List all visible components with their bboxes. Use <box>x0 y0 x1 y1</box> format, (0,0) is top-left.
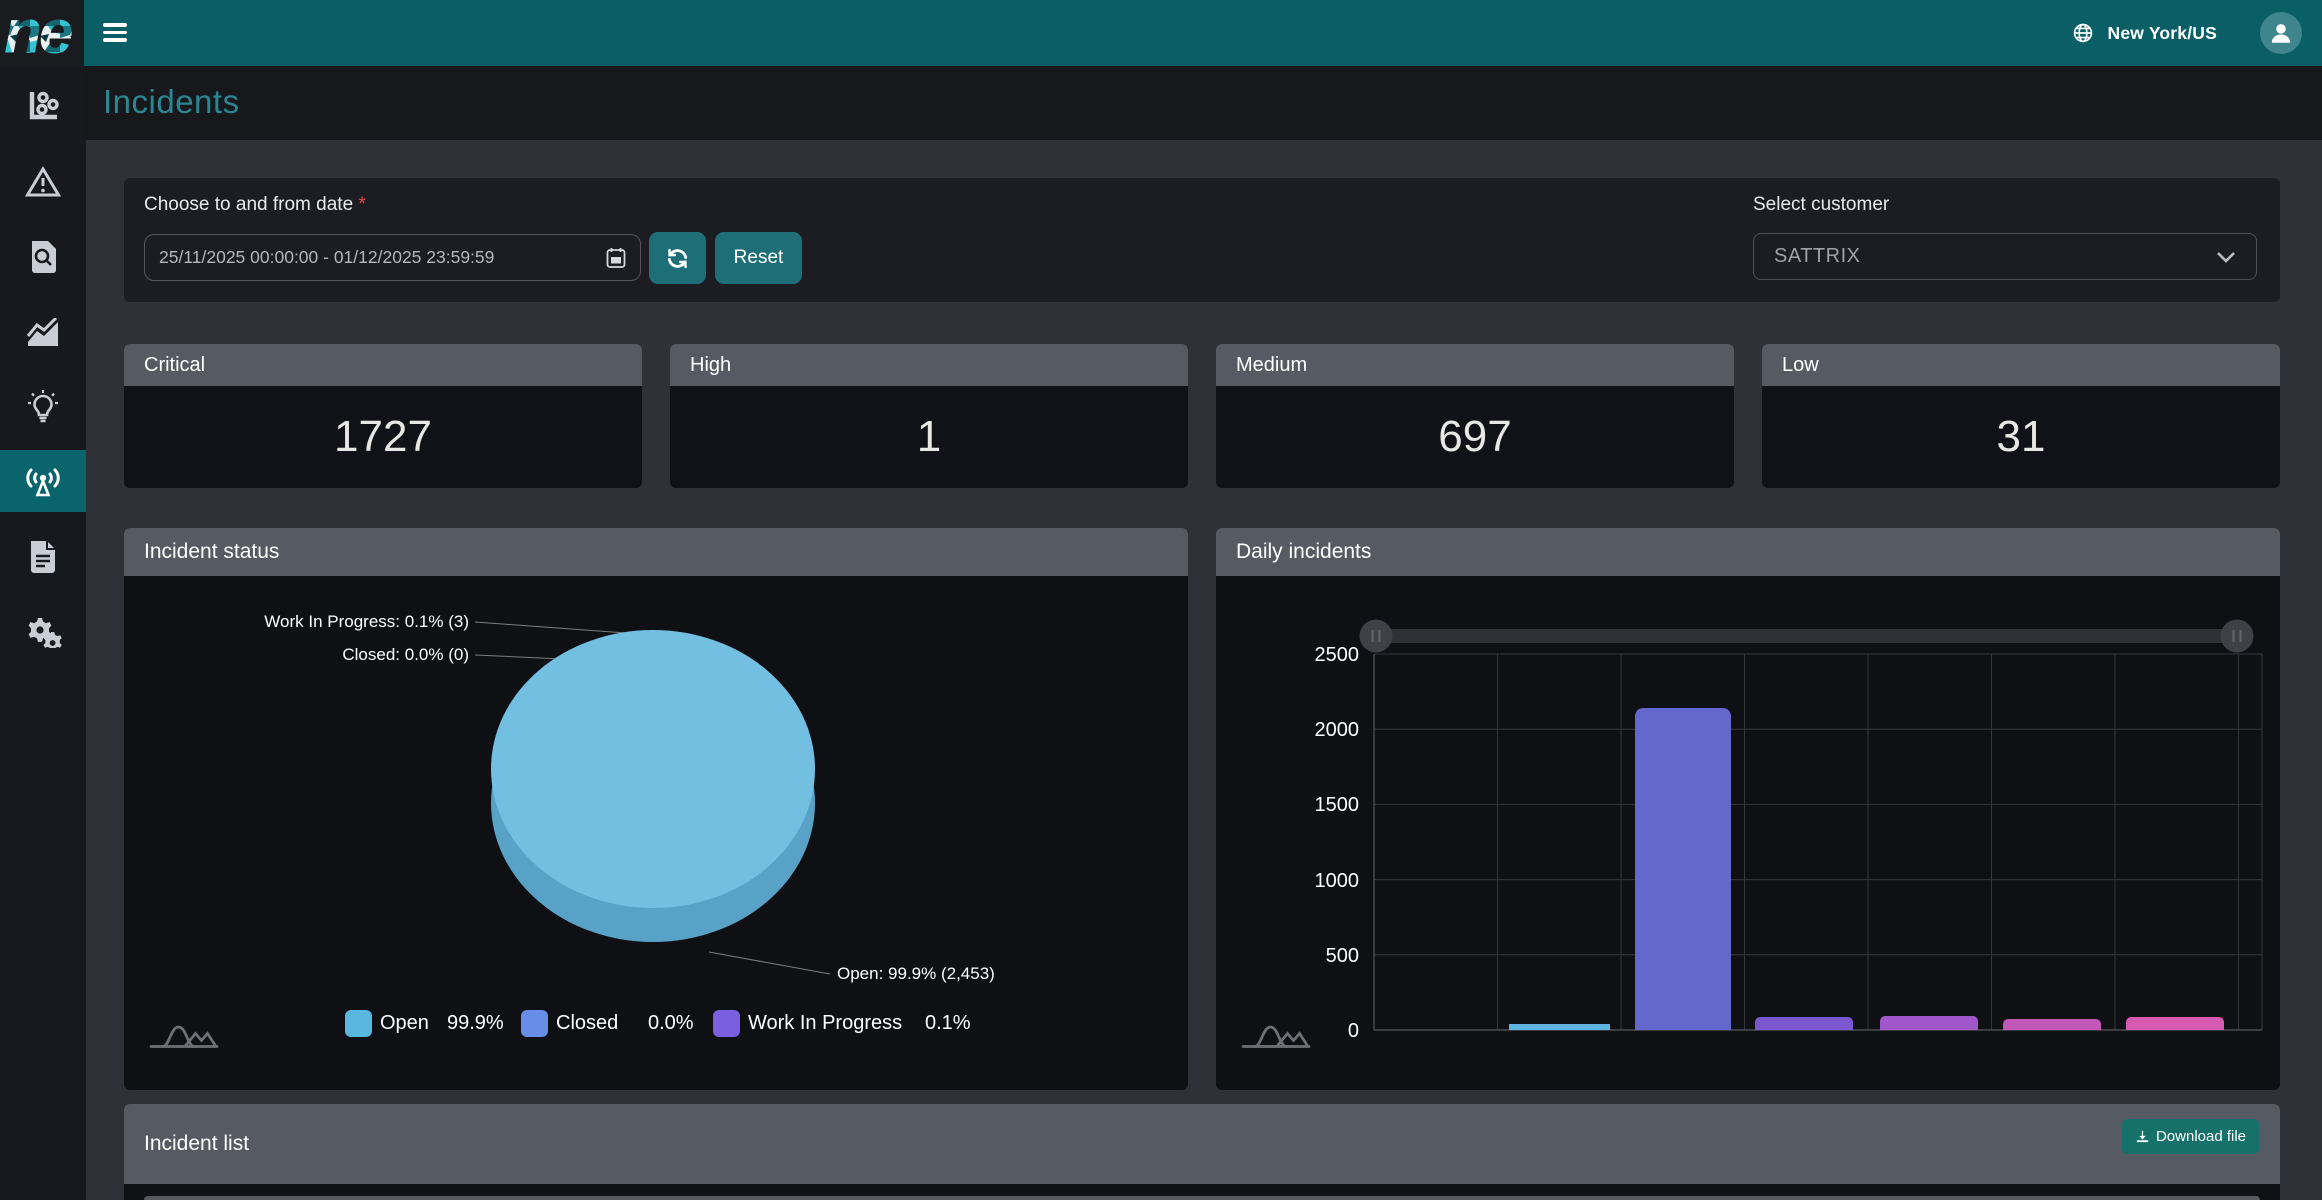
svg-text:2500: 2500 <box>1315 644 1360 666</box>
svg-text:500: 500 <box>1326 945 1359 967</box>
svg-text:Work In Progress: 0.1% (3): Work In Progress: 0.1% (3) <box>264 612 469 631</box>
svg-text:1500: 1500 <box>1315 794 1360 816</box>
svg-text:Closed: 0.0% (0): Closed: 0.0% (0) <box>342 645 469 664</box>
svg-text:Open: 99.9% (2,453): Open: 99.9% (2,453) <box>837 964 995 983</box>
svg-text:2000: 2000 <box>1315 719 1360 741</box>
svg-text:1000: 1000 <box>1315 870 1360 892</box>
svg-text:ne: ne <box>4 0 72 66</box>
svg-text:0: 0 <box>1348 1020 1359 1042</box>
